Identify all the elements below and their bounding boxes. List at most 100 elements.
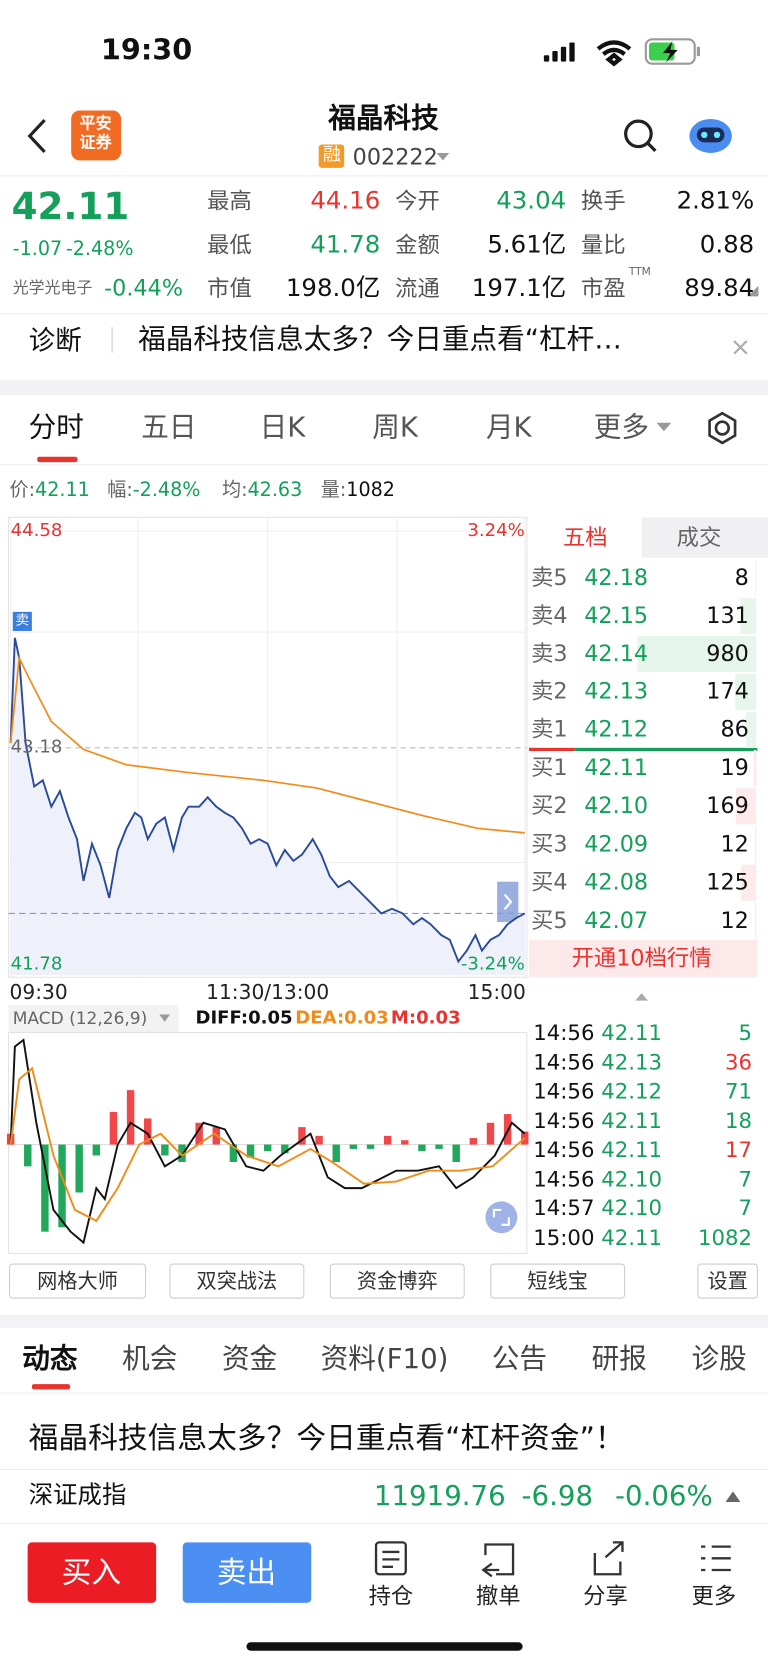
tool-label[interactable]: 网格大师 xyxy=(37,1269,118,1294)
robot-button[interactable] xyxy=(689,118,732,153)
book-volume: 12 xyxy=(720,831,749,857)
trade-time: 15:00 xyxy=(533,1224,595,1250)
trade-time: 14:56 xyxy=(533,1136,595,1163)
info-label: 幅: xyxy=(107,479,133,502)
macd-bar xyxy=(229,1144,238,1162)
search-button[interactable] xyxy=(624,119,657,152)
book-tab[interactable]: 五档 xyxy=(562,524,608,551)
buy-label[interactable]: 买入 xyxy=(61,1555,122,1591)
trade-price: 42.11 xyxy=(601,1019,663,1046)
settings-button[interactable] xyxy=(708,411,737,445)
back-button[interactable] xyxy=(27,118,46,153)
sell-label[interactable]: 卖出 xyxy=(216,1555,277,1591)
action-label[interactable]: 更多 xyxy=(691,1583,737,1609)
chart-tab[interactable]: 分时 xyxy=(28,412,84,445)
macd-bar xyxy=(298,1127,306,1145)
x-tick-label: 15:00 xyxy=(467,980,526,1005)
info-value: -2.48% xyxy=(132,479,201,502)
diagnosis-text[interactable]: 福晶科技信息太多？今日重点看“杠杆… xyxy=(138,323,622,356)
fullscreen-button[interactable] xyxy=(485,1201,518,1234)
tab-indicator xyxy=(31,1384,71,1390)
book-price: 42.10 xyxy=(584,792,649,819)
tool-button[interactable] xyxy=(490,1263,626,1299)
code-dropdown[interactable] xyxy=(436,152,450,161)
tool-label[interactable]: 双突战法 xyxy=(196,1269,278,1294)
content-tab[interactable]: 动态 xyxy=(22,1343,78,1376)
book-price: 42.11 xyxy=(584,754,649,781)
buy-button[interactable] xyxy=(27,1542,157,1603)
content-tab[interactable]: 公告 xyxy=(491,1343,548,1376)
macd-bar xyxy=(383,1135,392,1145)
trade-price: 42.10 xyxy=(601,1165,663,1192)
stock-code: 002222 xyxy=(352,144,438,170)
macd-line xyxy=(9,1038,526,1245)
chart-tab[interactable]: 日K xyxy=(259,412,306,445)
divider xyxy=(0,175,768,177)
macd-bar xyxy=(281,1144,289,1154)
volume-bar xyxy=(735,788,757,825)
tool-label[interactable]: 短线宝 xyxy=(527,1269,588,1294)
book-label: 卖1 xyxy=(531,716,568,743)
sell-button[interactable] xyxy=(182,1542,312,1603)
tool-button[interactable] xyxy=(697,1263,758,1299)
tool-label[interactable]: 资金博弈 xyxy=(356,1269,438,1294)
collapse-tab[interactable] xyxy=(497,881,519,923)
volume-bar xyxy=(745,711,757,749)
book-volume: 131 xyxy=(706,602,749,629)
stat-label: 市盈 xyxy=(581,275,626,302)
sector-pct: -0.44% xyxy=(104,275,184,301)
macd-frame xyxy=(7,1031,528,1254)
tool-button[interactable] xyxy=(329,1263,465,1299)
chart-tab[interactable]: 月K xyxy=(485,412,532,445)
section-gap xyxy=(0,380,768,396)
book-label: 卖5 xyxy=(531,564,568,591)
index-expand[interactable] xyxy=(725,1491,741,1503)
upgrade-bg[interactable] xyxy=(528,940,758,978)
volume-bar xyxy=(755,559,757,596)
action-label[interactable]: 持仓 xyxy=(368,1583,414,1609)
tool-label[interactable]: 设置 xyxy=(707,1269,748,1294)
macd-label[interactable]: MACD (12,26,9) xyxy=(12,1008,148,1029)
trade-volume: 71 xyxy=(725,1078,753,1104)
macd-dropdown xyxy=(159,1014,170,1022)
expand-corner xyxy=(747,285,759,297)
book-label: 买2 xyxy=(531,792,568,819)
action-icons xyxy=(374,1541,731,1578)
collapse-arrow[interactable] xyxy=(635,993,648,1001)
sector: 光学光电子 xyxy=(12,278,93,298)
trade-time: 14:56 xyxy=(533,1048,595,1075)
content-tab[interactable]: 机会 xyxy=(122,1343,178,1376)
x-tick-label: 09:30 xyxy=(9,980,68,1005)
trade-time: 14:56 xyxy=(533,1107,595,1133)
close-button[interactable] xyxy=(733,340,748,355)
macd-selector[interactable] xyxy=(8,1004,179,1033)
trade-price: 42.12 xyxy=(601,1078,663,1104)
book-price: 42.13 xyxy=(584,678,649,705)
content-tab[interactable]: 研报 xyxy=(591,1343,647,1376)
news-headline[interactable]: 福晶科技信息太多？今日重点看“杠杆资金”！ xyxy=(28,1420,625,1456)
action-label[interactable]: 分享 xyxy=(583,1583,628,1609)
section-gap xyxy=(0,1315,768,1328)
upgrade-link[interactable]: 开通10档行情 xyxy=(571,945,712,971)
content-tab[interactable]: 资料(F10) xyxy=(320,1343,449,1376)
content-tab[interactable]: 诊股 xyxy=(691,1343,747,1376)
trade-price: 42.11 xyxy=(601,1224,663,1250)
action-label[interactable]: 撤单 xyxy=(475,1583,521,1609)
content-tab[interactable]: 资金 xyxy=(221,1343,278,1376)
macd-bar xyxy=(246,1144,255,1158)
average-line xyxy=(9,655,525,834)
book-price: 42.18 xyxy=(584,564,649,591)
stat-value: 2.81% xyxy=(676,187,755,216)
chart-tab[interactable]: 更多 xyxy=(593,412,650,445)
macd-bar xyxy=(126,1090,135,1145)
chart-tab[interactable]: 周K xyxy=(372,412,419,445)
more-dropdown[interactable] xyxy=(656,422,672,432)
macd-bar xyxy=(24,1144,32,1167)
tool-button[interactable] xyxy=(169,1263,305,1299)
chart-tab[interactable]: 五日 xyxy=(141,412,197,445)
home-indicator xyxy=(246,1642,523,1651)
tool-button[interactable] xyxy=(9,1263,147,1299)
book-tab[interactable]: 成交 xyxy=(676,524,722,551)
macd-bar xyxy=(263,1144,272,1152)
